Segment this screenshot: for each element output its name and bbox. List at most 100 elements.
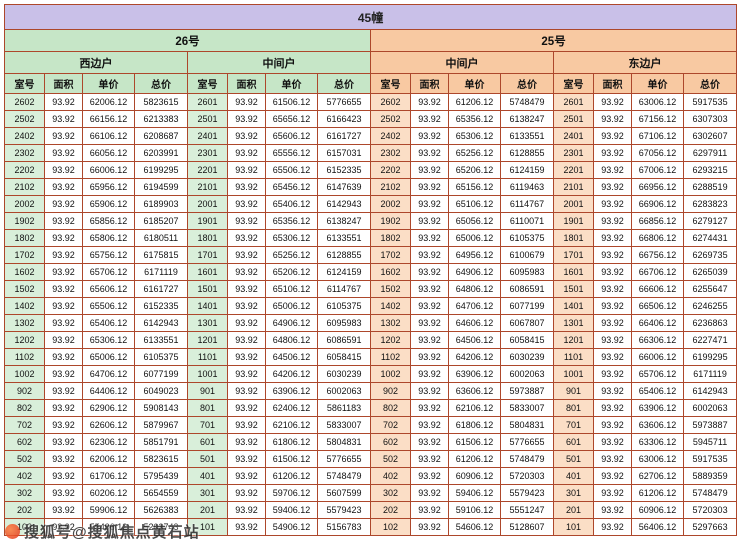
cell-total-price: 5156783 <box>317 518 371 536</box>
col-header-total-price: 总价 <box>500 73 554 94</box>
cell-total-price: 5720303 <box>682 501 738 519</box>
cell-unit-price: 65106.12 <box>265 280 318 298</box>
cell-room: 1602 <box>370 263 411 281</box>
cell-area: 93.92 <box>593 450 632 468</box>
cell-unit-price: 61506.12 <box>265 93 318 111</box>
cell-room: 201 <box>553 501 594 519</box>
cell-room: 1701 <box>553 246 594 264</box>
cell-unit-price: 65156.12 <box>448 178 501 196</box>
cell-area: 93.92 <box>227 246 266 264</box>
cell-area: 93.92 <box>227 280 266 298</box>
cell-total-price: 6227471 <box>682 331 738 349</box>
cell-unit-price: 66856.12 <box>631 212 684 230</box>
cell-total-price: 5551247 <box>500 501 554 519</box>
cell-total-price: 6138247 <box>317 212 371 230</box>
cell-total-price: 6119463 <box>500 178 554 196</box>
table-row: 202 93.92 59906.12 5626383 201 93.92 59406.12 5… <box>4 501 738 519</box>
cell-room: 802 <box>4 399 45 417</box>
cell-total-price: 6124159 <box>317 263 371 281</box>
table-row: 1202 93.92 65306.12 6133551 1201 93.92 64806.1… <box>4 331 738 349</box>
cell-area: 93.92 <box>410 501 449 519</box>
cell-room: 1901 <box>187 212 228 230</box>
cell-room: 1101 <box>553 348 594 366</box>
cell-room: 2402 <box>4 127 45 145</box>
cell-total-price: 6086591 <box>500 280 554 298</box>
table-row: 402 93.92 61706.12 5795439 401 93.92 61206.12 5… <box>4 467 738 485</box>
cell-room: 1701 <box>187 246 228 264</box>
cell-area: 93.92 <box>227 365 266 383</box>
cell-room: 2602 <box>4 93 45 111</box>
cell-room: 2201 <box>553 161 594 179</box>
cell-unit-price: 56406.12 <box>631 518 684 536</box>
cell-room: 302 <box>370 484 411 502</box>
cell-unit-price: 65206.12 <box>265 263 318 281</box>
cell-room: 102 <box>4 518 45 536</box>
cell-area: 93.92 <box>44 161 83 179</box>
cell-total-price: 6095983 <box>317 314 371 332</box>
cell-unit-price: 66006.12 <box>82 161 135 179</box>
cell-area: 93.92 <box>410 433 449 451</box>
cell-room: 402 <box>4 467 45 485</box>
cell-total-price: 6161727 <box>317 127 371 145</box>
cell-room: 1702 <box>370 246 411 264</box>
cell-unit-price: 65056.12 <box>448 212 501 230</box>
col-header-room: 室号 <box>370 73 411 94</box>
table-row: 702 93.92 62606.12 5879967 701 93.92 62106.12 5… <box>4 416 738 434</box>
cell-room: 1801 <box>187 229 228 247</box>
cell-area: 93.92 <box>410 144 449 162</box>
cell-total-price: 6128855 <box>317 246 371 264</box>
cell-room: 2001 <box>187 195 228 213</box>
cell-total-price: 6142943 <box>682 382 738 400</box>
cell-total-price: 5776655 <box>500 433 554 451</box>
cell-area: 93.92 <box>227 484 266 502</box>
cell-unit-price: 63006.12 <box>631 93 684 111</box>
cell-room: 2602 <box>370 93 411 111</box>
cell-unit-price: 65256.12 <box>448 144 501 162</box>
cell-area: 93.92 <box>410 263 449 281</box>
cell-area: 93.92 <box>593 331 632 349</box>
cell-unit-price: 65506.12 <box>265 161 318 179</box>
cell-area: 93.92 <box>593 518 632 536</box>
cell-unit-price: 66006.12 <box>631 348 684 366</box>
cell-total-price: 6142943 <box>134 314 188 332</box>
cell-unit-price: 54606.12 <box>448 518 501 536</box>
building-header-row: 26号 25号 <box>4 29 738 52</box>
cell-room: 2301 <box>553 144 594 162</box>
cell-unit-price: 65206.12 <box>448 161 501 179</box>
cell-room: 401 <box>187 467 228 485</box>
cell-area: 93.92 <box>410 450 449 468</box>
cell-area: 93.92 <box>227 348 266 366</box>
cell-total-price: 6128855 <box>500 144 554 162</box>
building-title: 45幢 <box>3 4 738 30</box>
cell-total-price: 5851791 <box>134 433 188 451</box>
cell-room: 202 <box>4 501 45 519</box>
cell-area: 93.92 <box>44 484 83 502</box>
cell-room: 702 <box>4 416 45 434</box>
cell-unit-price: 65256.12 <box>265 246 318 264</box>
cell-total-price: 6133551 <box>134 331 188 349</box>
table-row: 302 93.92 60206.12 5654559 301 93.92 59706.12 5… <box>4 484 738 502</box>
cell-area: 93.92 <box>44 297 83 315</box>
cell-area: 93.92 <box>44 518 83 536</box>
col-header-area: 面积 <box>410 73 449 94</box>
cell-unit-price: 66906.12 <box>631 195 684 213</box>
cell-room: 2301 <box>187 144 228 162</box>
table-row: 2602 93.92 62006.12 5823615 2601 93.92 61506.1… <box>4 93 738 111</box>
cell-unit-price: 65006.12 <box>265 297 318 315</box>
cell-total-price: 6161727 <box>134 280 188 298</box>
cell-total-price: 6236863 <box>682 314 738 332</box>
cell-room: 501 <box>553 450 594 468</box>
cell-room: 702 <box>370 416 411 434</box>
table-row: 2102 93.92 65956.12 6194599 2101 93.92 65456.1… <box>4 178 738 196</box>
cell-area: 93.92 <box>410 246 449 264</box>
cell-total-price: 6105375 <box>317 297 371 315</box>
cell-area: 93.92 <box>44 144 83 162</box>
cell-room: 1102 <box>4 348 45 366</box>
cell-room: 901 <box>187 382 228 400</box>
cell-area: 93.92 <box>593 297 632 315</box>
cell-unit-price: 66106.12 <box>82 127 135 145</box>
cell-area: 93.92 <box>593 93 632 111</box>
cell-total-price: 6199295 <box>682 348 738 366</box>
cell-area: 93.92 <box>44 314 83 332</box>
cell-total-price: 6283823 <box>682 195 738 213</box>
